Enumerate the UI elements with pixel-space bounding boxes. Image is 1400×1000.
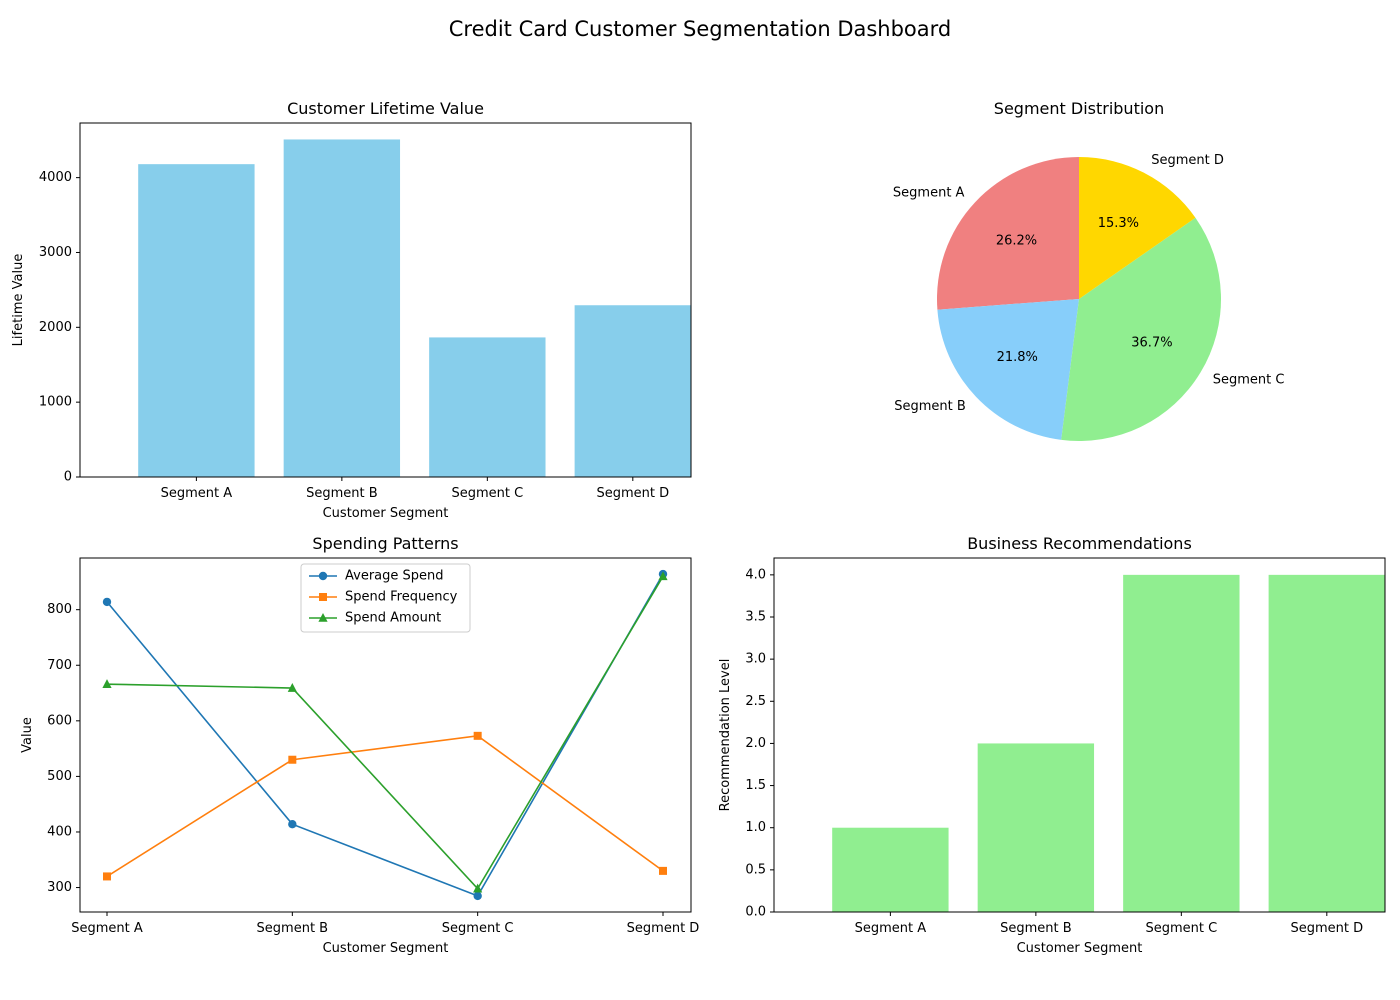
legend-label: Spend Frequency: [345, 590, 458, 605]
data-point-spend-frequency: [288, 755, 297, 764]
recommendations-chart: Business Recommendations Customer Segment…: [718, 534, 1386, 956]
data-point-spend-frequency: [473, 731, 482, 740]
data-point-average-spend: [102, 597, 112, 607]
x-tick-label: Segment D: [1290, 921, 1363, 936]
y-tick-label: 400: [47, 824, 72, 839]
bar-segment-a: [138, 164, 255, 478]
x-tick-label: Segment D: [627, 921, 700, 936]
axes-frame: [773, 557, 1386, 913]
x-tick-label: Segment A: [71, 921, 143, 936]
data-point-average-spend: [473, 891, 482, 901]
y-tick-label: 1000: [39, 395, 72, 410]
pie-percent-label: 15.3%: [1098, 216, 1139, 231]
x-tick-label: Segment B: [1000, 921, 1072, 936]
legend-label: Spend Amount: [345, 611, 441, 626]
x-axis-label: Customer Segment: [1017, 941, 1143, 956]
series-line-average-spend: [106, 573, 664, 897]
panel-title: Segment Distribution: [994, 99, 1164, 118]
bar-segment-b: [977, 743, 1095, 912]
legend-marker-spend-amount: [318, 613, 328, 622]
pie-slice-segment-c: [1061, 217, 1222, 441]
pie-percent-label: 21.8%: [997, 350, 1038, 365]
lifetime-value-chart: Customer Lifetime Value Customer Segment L…: [11, 99, 692, 521]
pie-label: Segment C: [1213, 372, 1285, 387]
y-axis-label: Lifetime Value: [11, 254, 26, 347]
data-point-spend-amount: [102, 679, 112, 688]
y-axis-label: Value: [20, 717, 35, 753]
y-tick-label: 3000: [39, 245, 72, 260]
data-point-spend-amount: [287, 683, 297, 692]
legend-label: Average Spend: [345, 569, 444, 584]
y-tick-label: 500: [47, 769, 72, 784]
y-tick-label: 4.0: [745, 567, 766, 582]
y-tick-label: 0: [64, 470, 72, 485]
axes-frame: [79, 122, 692, 478]
y-tick-label: 600: [47, 713, 72, 728]
legend-box: [300, 563, 471, 633]
x-tick-label: Segment B: [257, 921, 329, 936]
pie-slice-segment-a: [936, 157, 1079, 310]
pie-percent-label: 26.2%: [996, 234, 1037, 249]
y-tick-label: 0.0: [745, 905, 766, 920]
y-axis-label: Recommendation Level: [718, 659, 733, 812]
y-tick-label: 300: [47, 880, 72, 895]
panel-title: Spending Patterns: [312, 534, 458, 553]
data-point-spend-amount: [473, 883, 483, 893]
x-axis-label: Customer Segment: [323, 941, 449, 956]
y-tick-label: 4000: [39, 170, 72, 185]
bar-segment-c: [429, 337, 546, 477]
y-tick-label: 3.5: [745, 610, 766, 625]
axes-frame: [79, 557, 692, 913]
data-point-spend-frequency: [659, 866, 667, 875]
series-line-spend-frequency: [106, 734, 664, 878]
x-axis-label: Customer Segment: [323, 506, 449, 521]
pie-label: Segment B: [894, 399, 966, 414]
series-line-spend-amount: [106, 575, 664, 890]
legend-marker-average-spend: [318, 571, 328, 581]
y-tick-label: 800: [47, 602, 72, 617]
bar-segment-b: [283, 139, 401, 477]
y-tick-label: 2.5: [745, 694, 766, 709]
x-tick-label: Segment C: [451, 486, 523, 501]
y-tick-label: 700: [47, 658, 72, 673]
legend-marker-spend-frequency: [319, 593, 327, 601]
y-tick-label: 1.0: [745, 820, 766, 835]
y-tick-label: 2000: [39, 320, 72, 335]
pie-label: Segment D: [1151, 153, 1224, 168]
bar-segment-c: [1123, 574, 1240, 912]
bar-segment-d: [1268, 574, 1385, 912]
y-tick-label: 0.5: [745, 862, 766, 877]
pie-label: Segment A: [893, 185, 965, 200]
y-tick-label: 3.0: [745, 652, 766, 667]
pie-slice-segment-b: [937, 299, 1079, 440]
pie-slice-segment-d: [1079, 157, 1196, 299]
x-tick-label: Segment C: [442, 921, 514, 936]
x-tick-label: Segment B: [306, 486, 378, 501]
data-point-spend-frequency: [103, 872, 111, 881]
data-point-spend-amount: [658, 571, 668, 581]
y-tick-label: 1.5: [745, 778, 766, 793]
x-tick-label: Segment A: [161, 486, 233, 501]
y-tick-label: 2.0: [745, 736, 766, 751]
bar-segment-d: [574, 305, 691, 477]
x-tick-label: Segment A: [855, 921, 927, 936]
panel-title: Business Recommendations: [967, 534, 1192, 553]
segment-distribution-chart: Segment Distribution Segment A 26.2% Segmen…: [893, 99, 1284, 441]
dashboard-title: Credit Card Customer Segmentation Dashbo…: [449, 17, 952, 41]
x-tick-label: Segment D: [596, 486, 669, 501]
x-tick-label: Segment C: [1145, 921, 1217, 936]
bar-segment-a: [832, 827, 949, 912]
pie-percent-label: 36.7%: [1131, 336, 1172, 351]
data-point-average-spend: [288, 819, 297, 829]
spending-patterns-chart: Spending Patterns Customer Segment Value 30…: [20, 534, 699, 956]
panel-title: Customer Lifetime Value: [287, 99, 484, 118]
